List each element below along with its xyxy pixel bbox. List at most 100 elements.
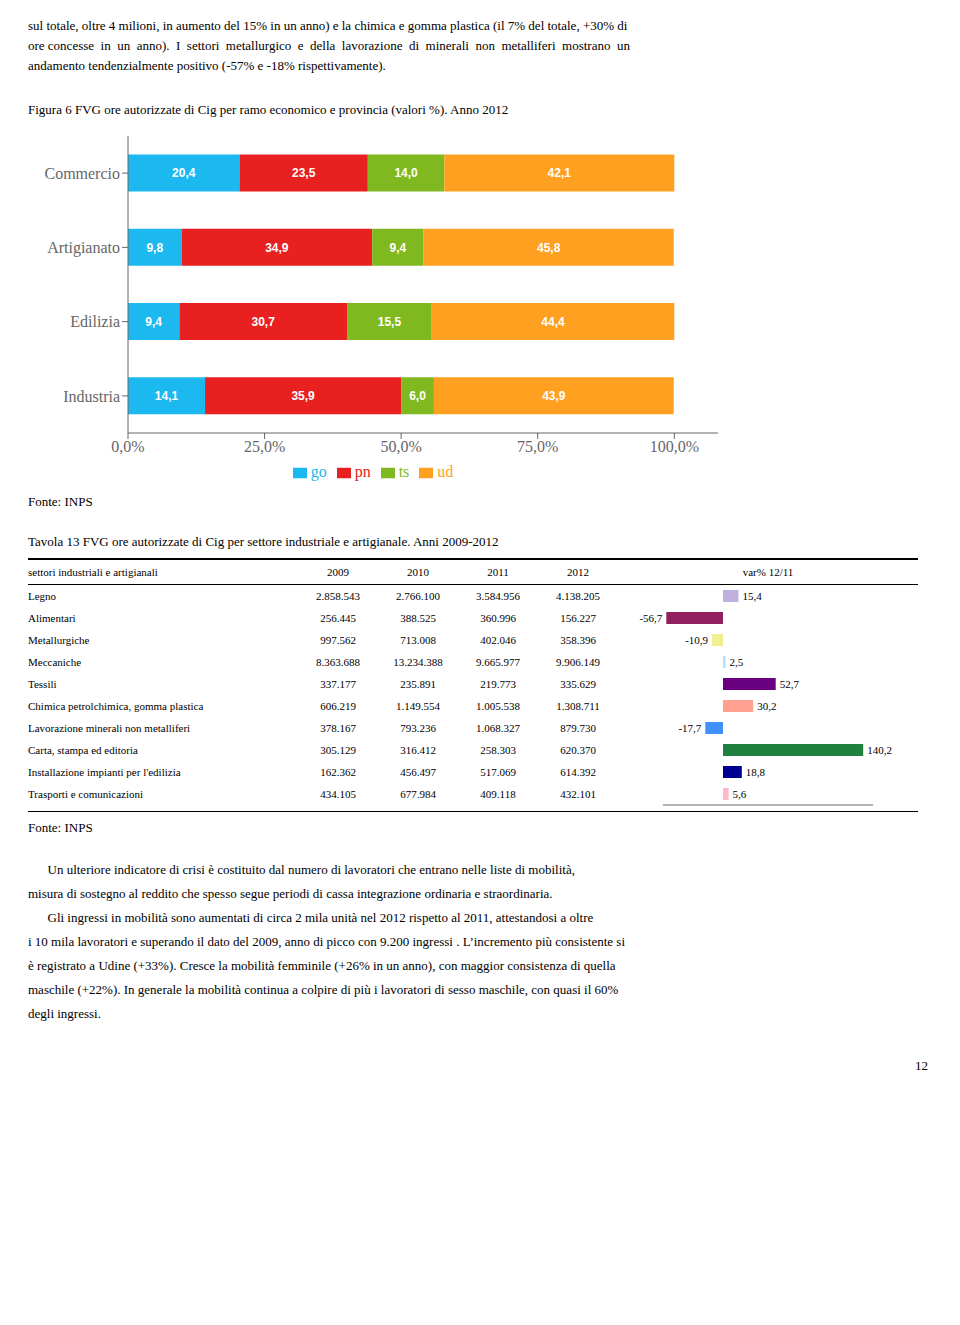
html-text:Un ulteriore indicatore di cri: Un ulteriore indicatore di crisi è costi…: [28, 862, 575, 877]
html-text:sul totale, oltre 4 milioni, i: sul totale, oltre 4 milioni, in aumento …: [28, 18, 628, 33]
html-text:156.227: 156.227: [560, 612, 596, 624]
html-text:Lavorazione minerali non metal: Lavorazione minerali non metalliferi: [28, 722, 191, 734]
svg-text:2,5: 2,5: [730, 656, 744, 668]
svg-text:14,0: 14,0: [394, 166, 418, 180]
html-text:2.858.543: 2.858.543: [316, 590, 360, 602]
html-text:388.525: 388.525: [400, 612, 436, 624]
svg-text:30,2: 30,2: [757, 700, 776, 712]
html-text:2011: 2011: [487, 566, 509, 578]
svg-text:23,5: 23,5: [292, 166, 316, 180]
html-text:335.629: 335.629: [560, 678, 596, 690]
svg-text:18,8: 18,8: [746, 766, 766, 778]
svg-text:Edilizia: Edilizia: [70, 313, 120, 330]
svg-text:25,0%: 25,0%: [244, 438, 285, 455]
html-text:713.008: 713.008: [400, 634, 436, 646]
html-text:settori industriali e artigian: settori industriali e artigianali: [28, 566, 158, 578]
html-text:9.906.149: 9.906.149: [556, 656, 600, 668]
html-text:Carta, stampa ed editoria: Carta, stampa ed editoria: [28, 744, 138, 756]
html-text:Figura 6 FVG ore autorizzate d: Figura 6 FVG ore autorizzate di Cig per …: [28, 102, 509, 117]
html-text:ts: ts: [398, 463, 410, 480]
html-text:620.370: 620.370: [560, 744, 596, 756]
svg-text:0,0%: 0,0%: [111, 438, 144, 455]
html-text:Fonte: INPS: Fonte: INPS: [28, 494, 93, 509]
svg-text:52,7: 52,7: [780, 678, 800, 690]
html-text:Gli ingressi in mobilità sono: Gli ingressi in mobilità sono aumentati …: [28, 910, 594, 925]
svg-text:Commercio: Commercio: [44, 165, 120, 182]
svg-text:9,8: 9,8: [146, 241, 163, 255]
svg-text:75,0%: 75,0%: [517, 438, 558, 455]
svg-text:9,4: 9,4: [145, 315, 162, 329]
html-text:andamento tendenzialmente posi: andamento tendenzialmente positivo (-57%…: [28, 58, 386, 73]
html-text:258.303: 258.303: [480, 744, 516, 756]
html-text:Fonte: INPS: Fonte: INPS: [28, 820, 93, 835]
html-text:879.730: 879.730: [560, 722, 596, 734]
html-text:256.445: 256.445: [320, 612, 356, 624]
html-text:12: 12: [915, 1058, 928, 1073]
html-text:2009: 2009: [327, 566, 349, 578]
html-text:ud: ud: [437, 463, 454, 480]
html-text:maschile (+22%). In generale l: maschile (+22%). In generale la mobilità…: [28, 982, 619, 997]
svg-text:15,5: 15,5: [378, 315, 402, 329]
svg-text:140,2: 140,2: [867, 744, 892, 756]
html-text:misura di sostegno al reddito: misura di sostegno al reddito che spesso…: [28, 886, 553, 901]
svg-text:6,0: 6,0: [409, 389, 426, 403]
html-text:8.363.688: 8.363.688: [316, 656, 360, 668]
html-text:360.996: 360.996: [480, 612, 516, 624]
html-text:go: go: [310, 463, 327, 480]
svg-text:-17,7: -17,7: [678, 722, 701, 734]
html-text:Alimentari: Alimentari: [28, 612, 76, 624]
svg-text:Industria: Industria: [63, 388, 120, 405]
html-text:ore concesse in un anno). I se: ore concesse in un anno). I settori meta…: [28, 38, 630, 53]
svg-text:9,4: 9,4: [390, 241, 407, 255]
svg-text:34,9: 34,9: [265, 241, 289, 255]
svg-text:Artigianato: Artigianato: [47, 239, 120, 257]
svg-text:44,4: 44,4: [541, 315, 565, 329]
html-text:degli ingressi.: degli ingressi.: [28, 1006, 101, 1021]
html-text:2012: 2012: [567, 566, 589, 578]
html-text:2.766.100: 2.766.100: [396, 590, 440, 602]
html-text:2010: 2010: [407, 566, 429, 578]
html-text:219.773: 219.773: [480, 678, 516, 690]
svg-text:5,6: 5,6: [733, 788, 747, 800]
html-text:305.129: 305.129: [320, 744, 356, 756]
svg-text:43,9: 43,9: [542, 389, 566, 403]
html-text:378.167: 378.167: [320, 722, 356, 734]
html-text:13.234.388: 13.234.388: [393, 656, 443, 668]
svg-text:15,4: 15,4: [742, 590, 762, 602]
svg-text:42,1: 42,1: [548, 166, 572, 180]
svg-text:-10,9: -10,9: [685, 634, 708, 646]
html-text:997.562: 997.562: [320, 634, 356, 646]
svg-text:20,4: 20,4: [172, 166, 196, 180]
svg-text:45,8: 45,8: [537, 241, 561, 255]
html-text:402.046: 402.046: [480, 634, 516, 646]
html-text:var% 12/11: var% 12/11: [742, 566, 794, 578]
svg-text:35,9: 35,9: [291, 389, 315, 403]
html-text:606.219: 606.219: [320, 700, 356, 712]
html-text:Meccaniche: Meccaniche: [28, 656, 82, 668]
html-text:1.005.538: 1.005.538: [476, 700, 520, 712]
html-text:316.412: 316.412: [400, 744, 436, 756]
html-text:793.236: 793.236: [400, 722, 436, 734]
svg-text:50,0%: 50,0%: [380, 438, 421, 455]
html-text:è registrato a Udine (+33%). C: è registrato a Udine (+33%). Cresce la m…: [28, 958, 616, 973]
html-text:235.891: 235.891: [400, 678, 436, 690]
html-text:Tavola 13 FVG ore autorizzate: Tavola 13 FVG ore autorizzate di Cig per…: [28, 534, 499, 549]
svg-text:-56,7: -56,7: [639, 612, 662, 624]
html-text:Chimica petrolchimica, gomma p: Chimica petrolchimica, gomma plastica: [28, 700, 204, 712]
html-text:Metallurgiche: Metallurgiche: [28, 634, 90, 646]
svg-text:14,1: 14,1: [155, 389, 179, 403]
html-text:9.665.977: 9.665.977: [476, 656, 520, 668]
html-text:pn: pn: [354, 463, 371, 480]
html-text:Tessili: Tessili: [28, 678, 57, 690]
html-text:1.068.327: 1.068.327: [476, 722, 520, 734]
html-text:4.138.205: 4.138.205: [556, 590, 600, 602]
svg-text:30,7: 30,7: [252, 315, 276, 329]
html-text:1.149.554: 1.149.554: [396, 700, 440, 712]
html-text:Legno: Legno: [28, 590, 57, 602]
html-text:337.177: 337.177: [320, 678, 356, 690]
html-text:1.308.711: 1.308.711: [556, 700, 600, 712]
html-text:3.584.956: 3.584.956: [476, 590, 520, 602]
svg-text:100,0%: 100,0%: [650, 438, 699, 455]
html-text:358.396: 358.396: [560, 634, 596, 646]
html-text:i 10 mila lavoratori e superan: i 10 mila lavoratori e superando il dato…: [28, 934, 625, 949]
